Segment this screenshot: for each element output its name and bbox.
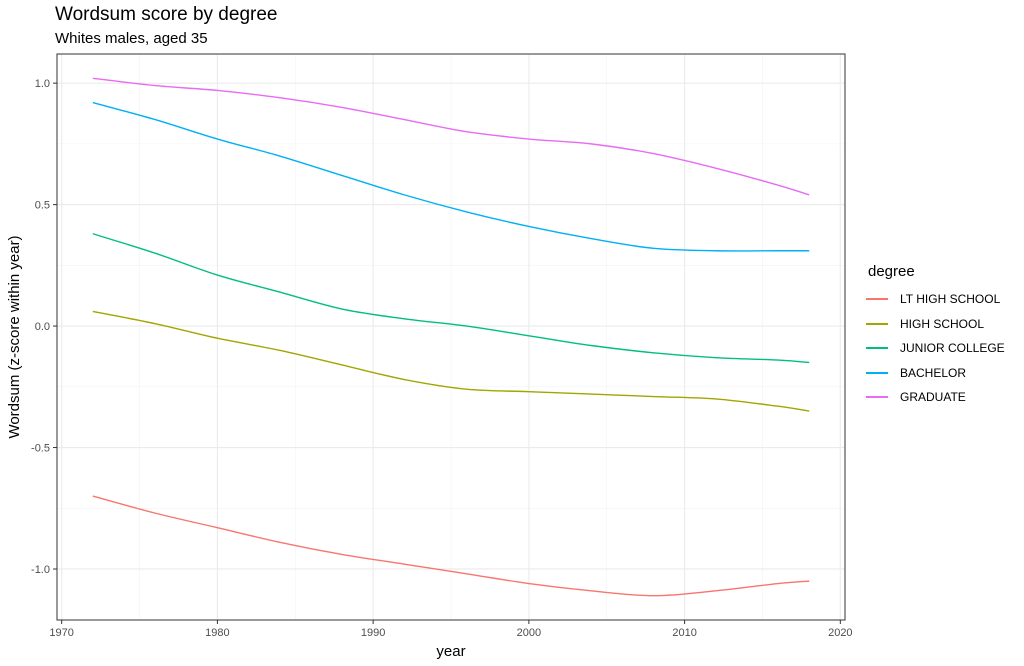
legend-label: LT HIGH SCHOOL (900, 292, 1001, 306)
legend-key-lt-high-school (866, 298, 888, 300)
legend-label: HIGH SCHOOL (900, 316, 985, 331)
x-axis-label: year (436, 643, 465, 660)
x-tick-label: 2020 (828, 627, 852, 639)
legend-key-high-school (866, 322, 888, 325)
legend-label: BACHELOR (900, 365, 967, 380)
legend-item-junior-college: JUNIOR COLLEGE (866, 338, 1005, 358)
series-line-lt-high-school (92, 495, 810, 597)
y-tick-label: -0.5 (31, 443, 50, 455)
y-tick-label: 1.0 (35, 78, 50, 90)
y-axis-label: Wordsum (z-score within year) (6, 235, 23, 438)
x-tick-label: 2010 (672, 627, 696, 639)
legend-key-bachelor (866, 371, 888, 374)
x-tick-label: 1980 (205, 627, 229, 639)
legend-key-graduate (866, 396, 888, 399)
y-tick-label: 0.5 (35, 200, 50, 212)
legend-title: degree (868, 263, 915, 280)
y-tick-label: 0.0 (35, 321, 50, 333)
chart-subtitle: Whites males, aged 35 (55, 30, 208, 47)
y-tick-label: -1.0 (31, 564, 50, 576)
legend-item-high-school: HIGH SCHOOL (866, 314, 984, 334)
series-line-junior-college (92, 233, 810, 364)
legend-label: JUNIOR COLLEGE (900, 341, 1005, 356)
legend-item-bachelor: BACHELOR (866, 363, 966, 383)
x-tick-label: 1990 (361, 627, 385, 639)
x-tick-label: 2000 (517, 627, 541, 639)
legend-label: GRADUATE (900, 390, 966, 405)
legend-item-graduate: GRADUATE (866, 387, 966, 407)
series-line-high-school (92, 310, 810, 412)
chart-title: Wordsum score by degree (55, 4, 278, 25)
series-line-graduate (92, 77, 810, 196)
series-line-bachelor (92, 101, 810, 252)
legend-key-junior-college (866, 347, 888, 350)
plot-border (56, 53, 846, 621)
legend-item-lt-high-school: LT HIGH SCHOOL (866, 289, 1000, 309)
x-tick-label: 1970 (49, 627, 73, 639)
